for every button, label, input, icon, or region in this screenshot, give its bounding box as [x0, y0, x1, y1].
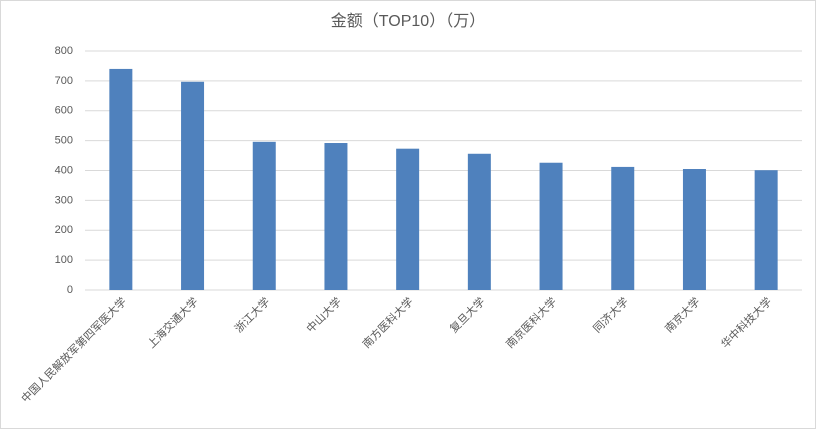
bar: [181, 81, 205, 291]
y-tick-label: 500: [55, 135, 73, 147]
y-tick-label: 800: [55, 45, 73, 57]
bar: [324, 143, 348, 290]
y-tick-label: 200: [55, 224, 73, 236]
y-tick-label: 0: [67, 284, 73, 296]
bar: [252, 141, 276, 290]
y-tick-label: 300: [55, 194, 73, 206]
bar: [467, 153, 491, 290]
y-tick-label: 400: [55, 164, 73, 176]
y-tick-label: 600: [55, 105, 73, 117]
bar: [396, 148, 420, 290]
bar: [539, 162, 563, 290]
bar: [754, 170, 778, 290]
chart-title: 金额（TOP10）（万）: [331, 12, 485, 30]
y-tick-label: 100: [55, 254, 73, 266]
bar: [611, 166, 635, 290]
bar: [682, 169, 706, 290]
y-tick-label: 700: [55, 75, 73, 87]
bar: [109, 68, 133, 290]
